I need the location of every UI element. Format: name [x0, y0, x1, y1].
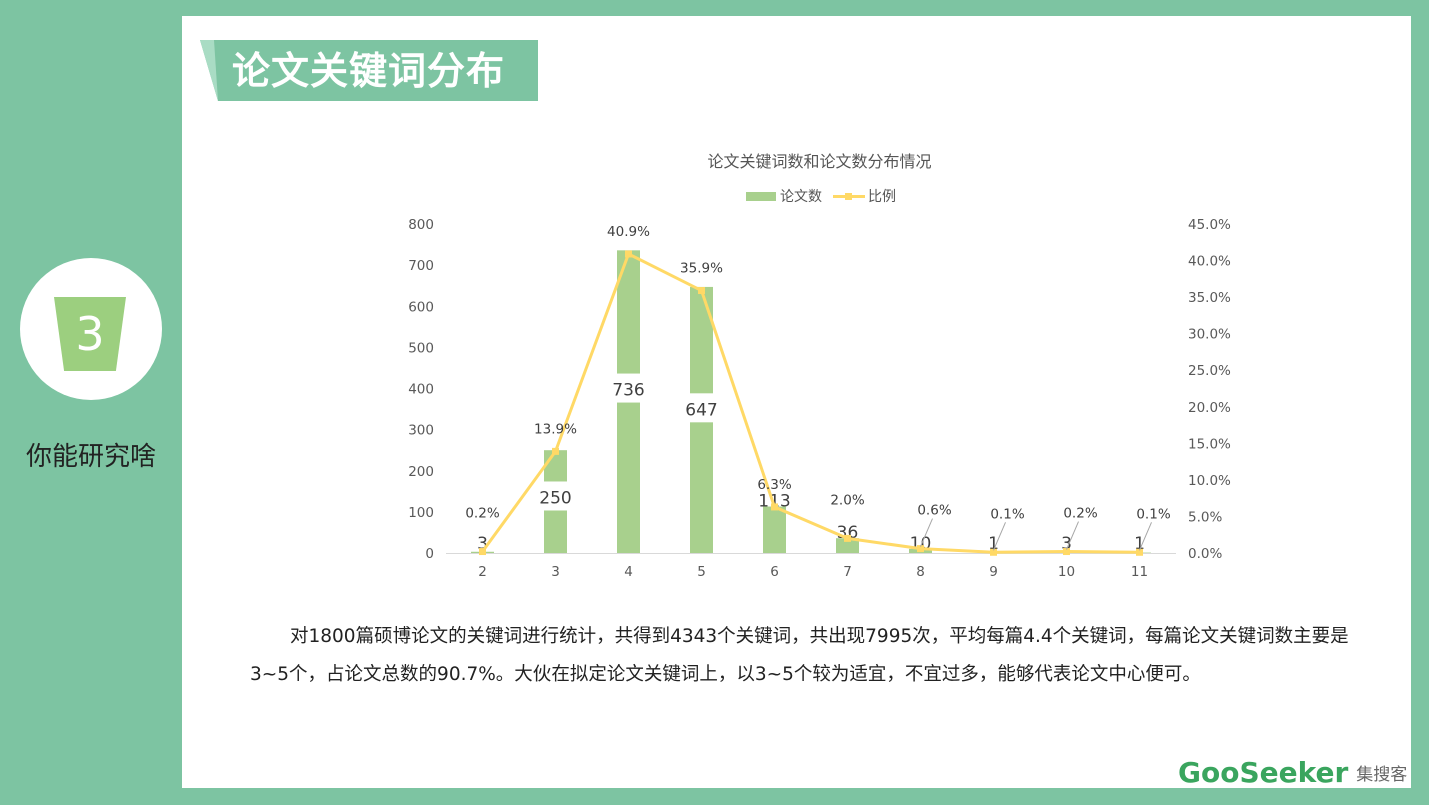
bar-label-background	[544, 481, 567, 511]
right-tick-label: 20.0%	[1188, 400, 1231, 416]
x-tick-label: 6	[770, 564, 779, 580]
left-tick-label: 400	[408, 382, 434, 398]
left-tick-label: 0	[425, 546, 434, 562]
content-panel	[182, 16, 1411, 788]
x-tick-label: 3	[551, 564, 560, 580]
bar-data-label: 1	[988, 534, 999, 554]
bar-data-label: 736	[612, 381, 644, 401]
right-tick-label: 5.0%	[1188, 509, 1222, 525]
gooseeker-logo: GooSeeker 集搜客	[1178, 752, 1407, 792]
x-tick-label: 8	[916, 564, 925, 580]
line-data-label: 13.9%	[534, 421, 577, 437]
chart-legend: 论文数 比例	[746, 189, 896, 205]
logo-subtext: 集搜客	[1356, 764, 1408, 785]
logo-text: GooSeeker	[1178, 755, 1349, 789]
bar-data-label: 3	[1061, 534, 1072, 554]
leader-line	[993, 522, 1006, 551]
bar-data-label: 113	[758, 492, 790, 512]
right-axis: 0.0% 5.0% 10.0% 15.0% 20.0% 25.0% 30.0% 35.0% 40…	[1188, 217, 1231, 562]
line-point	[479, 548, 486, 556]
section-badge-icon	[54, 297, 126, 371]
summary-paragraph: 对1800篇硕博论文的关键词进行统计，共得到4343个关键词，共出现7995次，…	[250, 626, 1349, 685]
left-tick-label: 500	[408, 340, 434, 356]
line-data-label: 40.9%	[607, 224, 650, 240]
bar	[763, 506, 786, 553]
left-axis: 0 100 200 300 400 500 600 700 800	[408, 217, 434, 562]
right-tick-label: 25.0%	[1188, 363, 1231, 379]
line-data-label: 0.2%	[465, 506, 499, 522]
line-data-label: 0.1%	[990, 506, 1024, 522]
right-tick-label: 15.0%	[1188, 436, 1231, 452]
left-tick-label: 700	[408, 258, 434, 274]
leader-line	[1139, 522, 1152, 551]
line-point	[771, 503, 778, 511]
line-point	[1136, 548, 1143, 556]
right-tick-label: 40.0%	[1188, 254, 1231, 270]
line-point	[1063, 548, 1070, 556]
line-data-label: 35.9%	[680, 261, 723, 277]
line-point	[552, 447, 559, 455]
x-tick-label: 7	[843, 564, 852, 580]
section-number: 3	[75, 307, 105, 361]
right-tick-label: 35.0%	[1188, 290, 1231, 306]
bar	[836, 538, 859, 553]
x-tick-label: 11	[1131, 564, 1148, 580]
x-tick-label: 2	[478, 564, 487, 580]
left-tick-label: 100	[408, 505, 434, 521]
x-axis: 2 3 4 5 6 7 8 9 10 11	[446, 553, 1176, 580]
legend-label-bar: 论文数	[780, 189, 822, 205]
legend-line-marker	[845, 193, 852, 200]
line-point	[990, 548, 997, 556]
left-tick-label: 300	[408, 423, 434, 439]
right-tick-label: 45.0%	[1188, 217, 1231, 233]
line-point	[844, 534, 851, 542]
line-point	[625, 250, 632, 258]
x-tick-label: 10	[1058, 564, 1075, 580]
line-data-label: 0.2%	[1063, 506, 1097, 522]
title-banner	[200, 40, 538, 101]
bar-data-label: 250	[539, 488, 571, 508]
combo-chart: 论文数 比例 0 100 200 300 400 500 600 700 800 0.0% 5.0%…	[408, 189, 1231, 580]
right-tick-label: 10.0%	[1188, 473, 1231, 489]
line-data-label: 0.1%	[1136, 506, 1170, 522]
left-tick-label: 200	[408, 464, 434, 480]
bar-label-background	[690, 393, 713, 423]
legend-label-line: 比例	[868, 189, 896, 205]
section-label: 你能研究啥	[25, 442, 156, 472]
line-data-label: 6.3%	[757, 477, 791, 493]
line-point	[698, 287, 705, 295]
bar-data-label: 1	[1134, 534, 1145, 554]
bar-label-background	[617, 373, 640, 403]
bar-data-label: 647	[685, 400, 717, 420]
ratio-line	[481, 252, 1140, 554]
line-data-label: 2.0%	[830, 492, 864, 508]
line-series: 0.2% 13.9% 40.9% 35.9% 6.3% 2.0% 0.6% 0.1% 0.2% 0…	[465, 224, 1171, 556]
chart-title: 论文关键词数和论文数分布情况	[707, 152, 932, 171]
bar-data-label: 3	[477, 534, 488, 554]
x-tick-label: 9	[989, 564, 998, 580]
x-tick-label: 4	[624, 564, 633, 580]
legend-bar-swatch	[746, 192, 776, 201]
page-title: 论文关键词分布	[232, 49, 506, 93]
leader-line	[1066, 521, 1079, 550]
left-tick-label: 800	[408, 217, 434, 233]
line-point	[917, 545, 924, 553]
right-tick-label: 0.0%	[1188, 546, 1222, 562]
leader-line	[920, 518, 933, 547]
line-data-label: 0.6%	[917, 503, 951, 519]
right-tick-label: 30.0%	[1188, 327, 1231, 343]
left-tick-label: 600	[408, 299, 434, 315]
x-tick-label: 5	[697, 564, 706, 580]
